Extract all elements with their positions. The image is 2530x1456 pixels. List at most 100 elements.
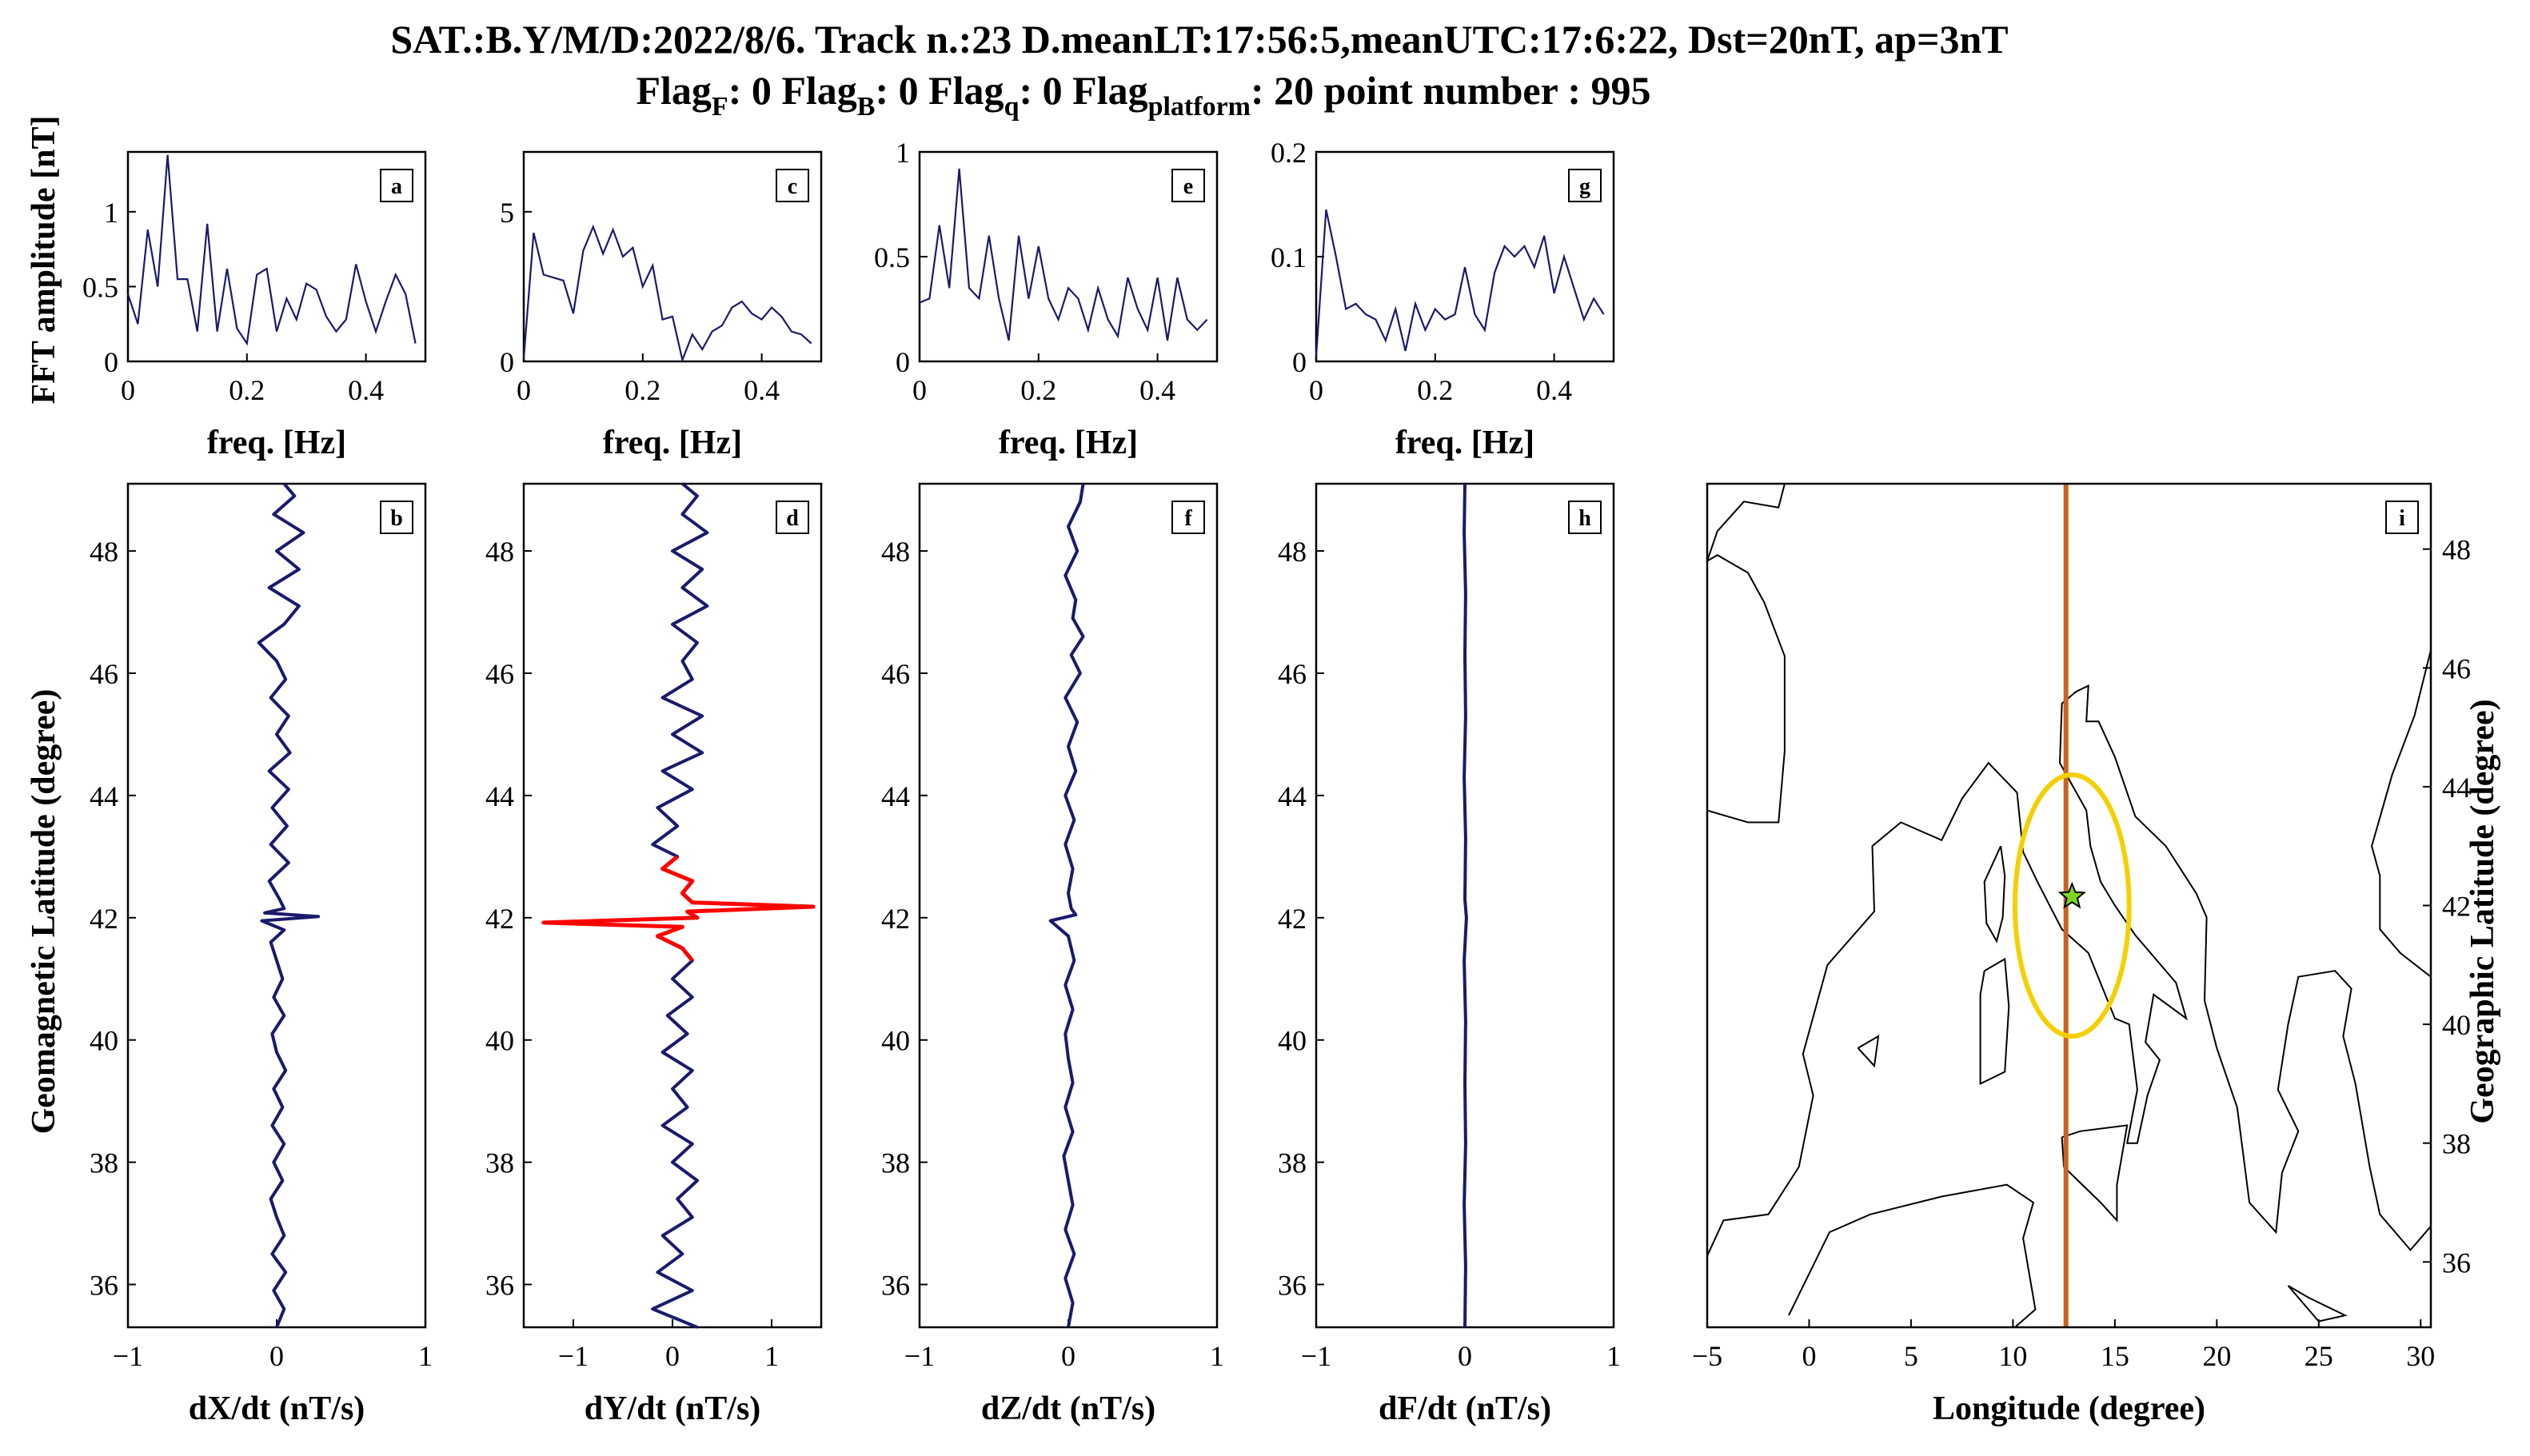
fft-ylabel: FFT amplitude [nT] xyxy=(26,116,62,405)
flag-platform: Flag xyxy=(1072,68,1147,113)
panel-h-letter: h xyxy=(1578,506,1591,531)
panel-b-ytick-label: 48 xyxy=(90,536,118,568)
panel-e-xlabel: freq. [Hz] xyxy=(999,425,1138,461)
panel-b-ytick-label: 38 xyxy=(90,1147,118,1179)
panel-a-letter: a xyxy=(391,174,402,199)
coastline xyxy=(2371,649,2432,978)
panel-e-ytick-label: 0.5 xyxy=(874,241,910,273)
panel-i-xtick-label: −5 xyxy=(1692,1340,1722,1372)
panel-f-ytick-label: 38 xyxy=(881,1147,910,1179)
flag-f: Flag xyxy=(636,68,711,113)
panel-i-map: i −5 0 5 10 15 20 25 30 36 38 40 42 44 46 48 Longitude (… xyxy=(1692,482,2471,1427)
coastline xyxy=(1979,957,2010,1085)
coastline xyxy=(1706,684,2432,1257)
panel-a-fft-line xyxy=(126,154,417,346)
panel-i-ytick-label: 44 xyxy=(2442,772,2471,804)
panel-h-ytick-label: 46 xyxy=(1278,658,1307,690)
panel-g-ytick-label: 0.2 xyxy=(1271,137,1307,169)
panel-b-label-box xyxy=(380,501,413,534)
panel-d-ytick-label: 44 xyxy=(485,780,514,812)
flag-f-sub: F xyxy=(712,92,728,122)
panel-c-label-box xyxy=(776,169,809,202)
panel-e-ytick-label: 0 xyxy=(896,346,910,378)
flag-f-val: : 0 xyxy=(728,68,782,113)
panel-f-label-box xyxy=(1171,501,1205,534)
coastline xyxy=(1706,483,1786,561)
panel-i-xtick-label: 5 xyxy=(1904,1340,1918,1372)
coastline xyxy=(2061,1124,2129,1223)
panel-i-xtick-label: 10 xyxy=(1998,1340,2027,1372)
panel-c-xtick-label: 0 xyxy=(517,374,531,406)
panel-a-ytick-label: 1 xyxy=(104,197,118,229)
panel-i-ytick-label: 36 xyxy=(2442,1247,2471,1278)
panel-f-ytick-label: 40 xyxy=(881,1025,910,1057)
panel-c-ytick-label: 5 xyxy=(500,197,514,229)
panel-b-ytick-label: 44 xyxy=(90,780,118,812)
flag-q-sub: q xyxy=(1004,92,1020,122)
panel-g-letter: g xyxy=(1579,174,1590,199)
panel-b-xlabel: dX/dt (nT/s) xyxy=(189,1390,365,1427)
panel-f-xtick-label: −1 xyxy=(904,1340,935,1372)
panel-e-label-box xyxy=(1171,169,1205,202)
panel-e-fft-line xyxy=(919,168,1208,341)
panel-i-label-box xyxy=(2385,501,2419,534)
panel-f-dzdt: f −1 0 1 36 38 40 42 44 46 48 dZ/dt (nT/s) xyxy=(881,482,1224,1427)
panel-f-ytick-label: 46 xyxy=(881,658,910,690)
flag-q: Flag xyxy=(928,68,1004,113)
panel-d-xtick-label: −1 xyxy=(558,1340,589,1372)
figure-subtitle: FlagF: 0 FlagB: 0 Flagq: 0 Flagplatform:… xyxy=(636,68,1650,122)
panel-d-ytick-label: 46 xyxy=(485,658,514,690)
panel-f-ytick-label: 42 xyxy=(881,903,910,935)
panel-d-anomaly-line xyxy=(541,855,816,962)
panel-c-fft-y: c 0 0.2 0.4 0 5 freq. [Hz] xyxy=(500,150,823,461)
panel-b-letter: b xyxy=(390,506,403,531)
panel-c-fft-line xyxy=(522,224,812,363)
panel-h-ytick-label: 44 xyxy=(1278,780,1307,812)
panel-a-xtick-label: 0.2 xyxy=(229,374,265,406)
panel-b-axes-frame xyxy=(126,482,427,1329)
panel-g-xtick-label: 0.2 xyxy=(1417,374,1453,406)
panel-e-xtick-label: 0.4 xyxy=(1139,374,1175,406)
panel-d-label-box xyxy=(776,501,809,534)
panel-i-ytick-label: 42 xyxy=(2442,891,2471,923)
panel-i-xtick-label: 25 xyxy=(2305,1340,2333,1372)
panel-d-ytick-label: 48 xyxy=(485,536,514,568)
coastline xyxy=(1857,1035,1880,1068)
panel-c-xtick-label: 0.2 xyxy=(625,374,660,406)
coastline xyxy=(1706,554,1786,824)
panel-i-xtick-label: 0 xyxy=(1802,1340,1816,1372)
flag-b-val: : 0 xyxy=(875,68,928,113)
panel-h-dfdt: h −1 0 1 36 38 40 42 44 46 48 dF/dt (nT/s) xyxy=(1278,482,1621,1427)
panel-b-xtick-label: 0 xyxy=(269,1340,284,1372)
coastline xyxy=(2287,1285,2348,1322)
flag-b-sub: B xyxy=(857,92,876,122)
panel-c-xtick-label: 0.4 xyxy=(744,374,780,406)
figure-title: SAT.:B.Y/M/D:2022/8/6. Track n.:23 D.mea… xyxy=(390,17,2008,62)
panel-d-ytick-label: 38 xyxy=(485,1147,514,1179)
panel-e-letter: e xyxy=(1183,174,1193,199)
panel-i-xtick-label: 30 xyxy=(2406,1340,2435,1372)
panel-h-label-box xyxy=(1568,501,1602,534)
panel-h-xlabel: dF/dt (nT/s) xyxy=(1379,1390,1551,1427)
panel-b-ytick-label: 36 xyxy=(90,1269,118,1301)
panel-h-ytick-label: 38 xyxy=(1278,1147,1307,1179)
panel-f-ytick-label: 36 xyxy=(881,1269,910,1301)
panel-e-ytick-label: 1 xyxy=(896,137,910,169)
panel-g-ytick-label: 0.1 xyxy=(1271,241,1307,273)
panel-f-axes-frame xyxy=(918,482,1219,1329)
panel-g-fft-f: g 0 0.2 0.4 0 0.1 0.2 freq. [Hz] xyxy=(1271,137,1615,461)
panel-f-ytick-label: 44 xyxy=(881,780,910,812)
panel-a-ytick-label: 0.5 xyxy=(82,271,118,303)
panel-f-letter: f xyxy=(1184,506,1192,531)
panel-g-ytick-label: 0 xyxy=(1292,346,1307,378)
map-ylabel: Geographic Latitude (degree) xyxy=(2464,699,2501,1123)
panel-f-xtick-label: 0 xyxy=(1061,1340,1075,1372)
panel-a-xtick-label: 0 xyxy=(121,374,135,406)
panel-d-ytick-label: 40 xyxy=(485,1025,514,1057)
panel-g-fft-line xyxy=(1315,209,1605,357)
panel-a-xtick-label: 0.4 xyxy=(348,374,384,406)
panel-b-ytick-label: 46 xyxy=(90,658,118,690)
panel-b-ytick-label: 40 xyxy=(90,1025,118,1057)
panel-a-axes-frame xyxy=(126,150,427,363)
